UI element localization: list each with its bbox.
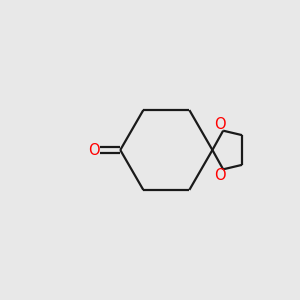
Text: O: O bbox=[214, 168, 226, 183]
Text: O: O bbox=[88, 142, 100, 158]
Text: O: O bbox=[214, 117, 226, 132]
